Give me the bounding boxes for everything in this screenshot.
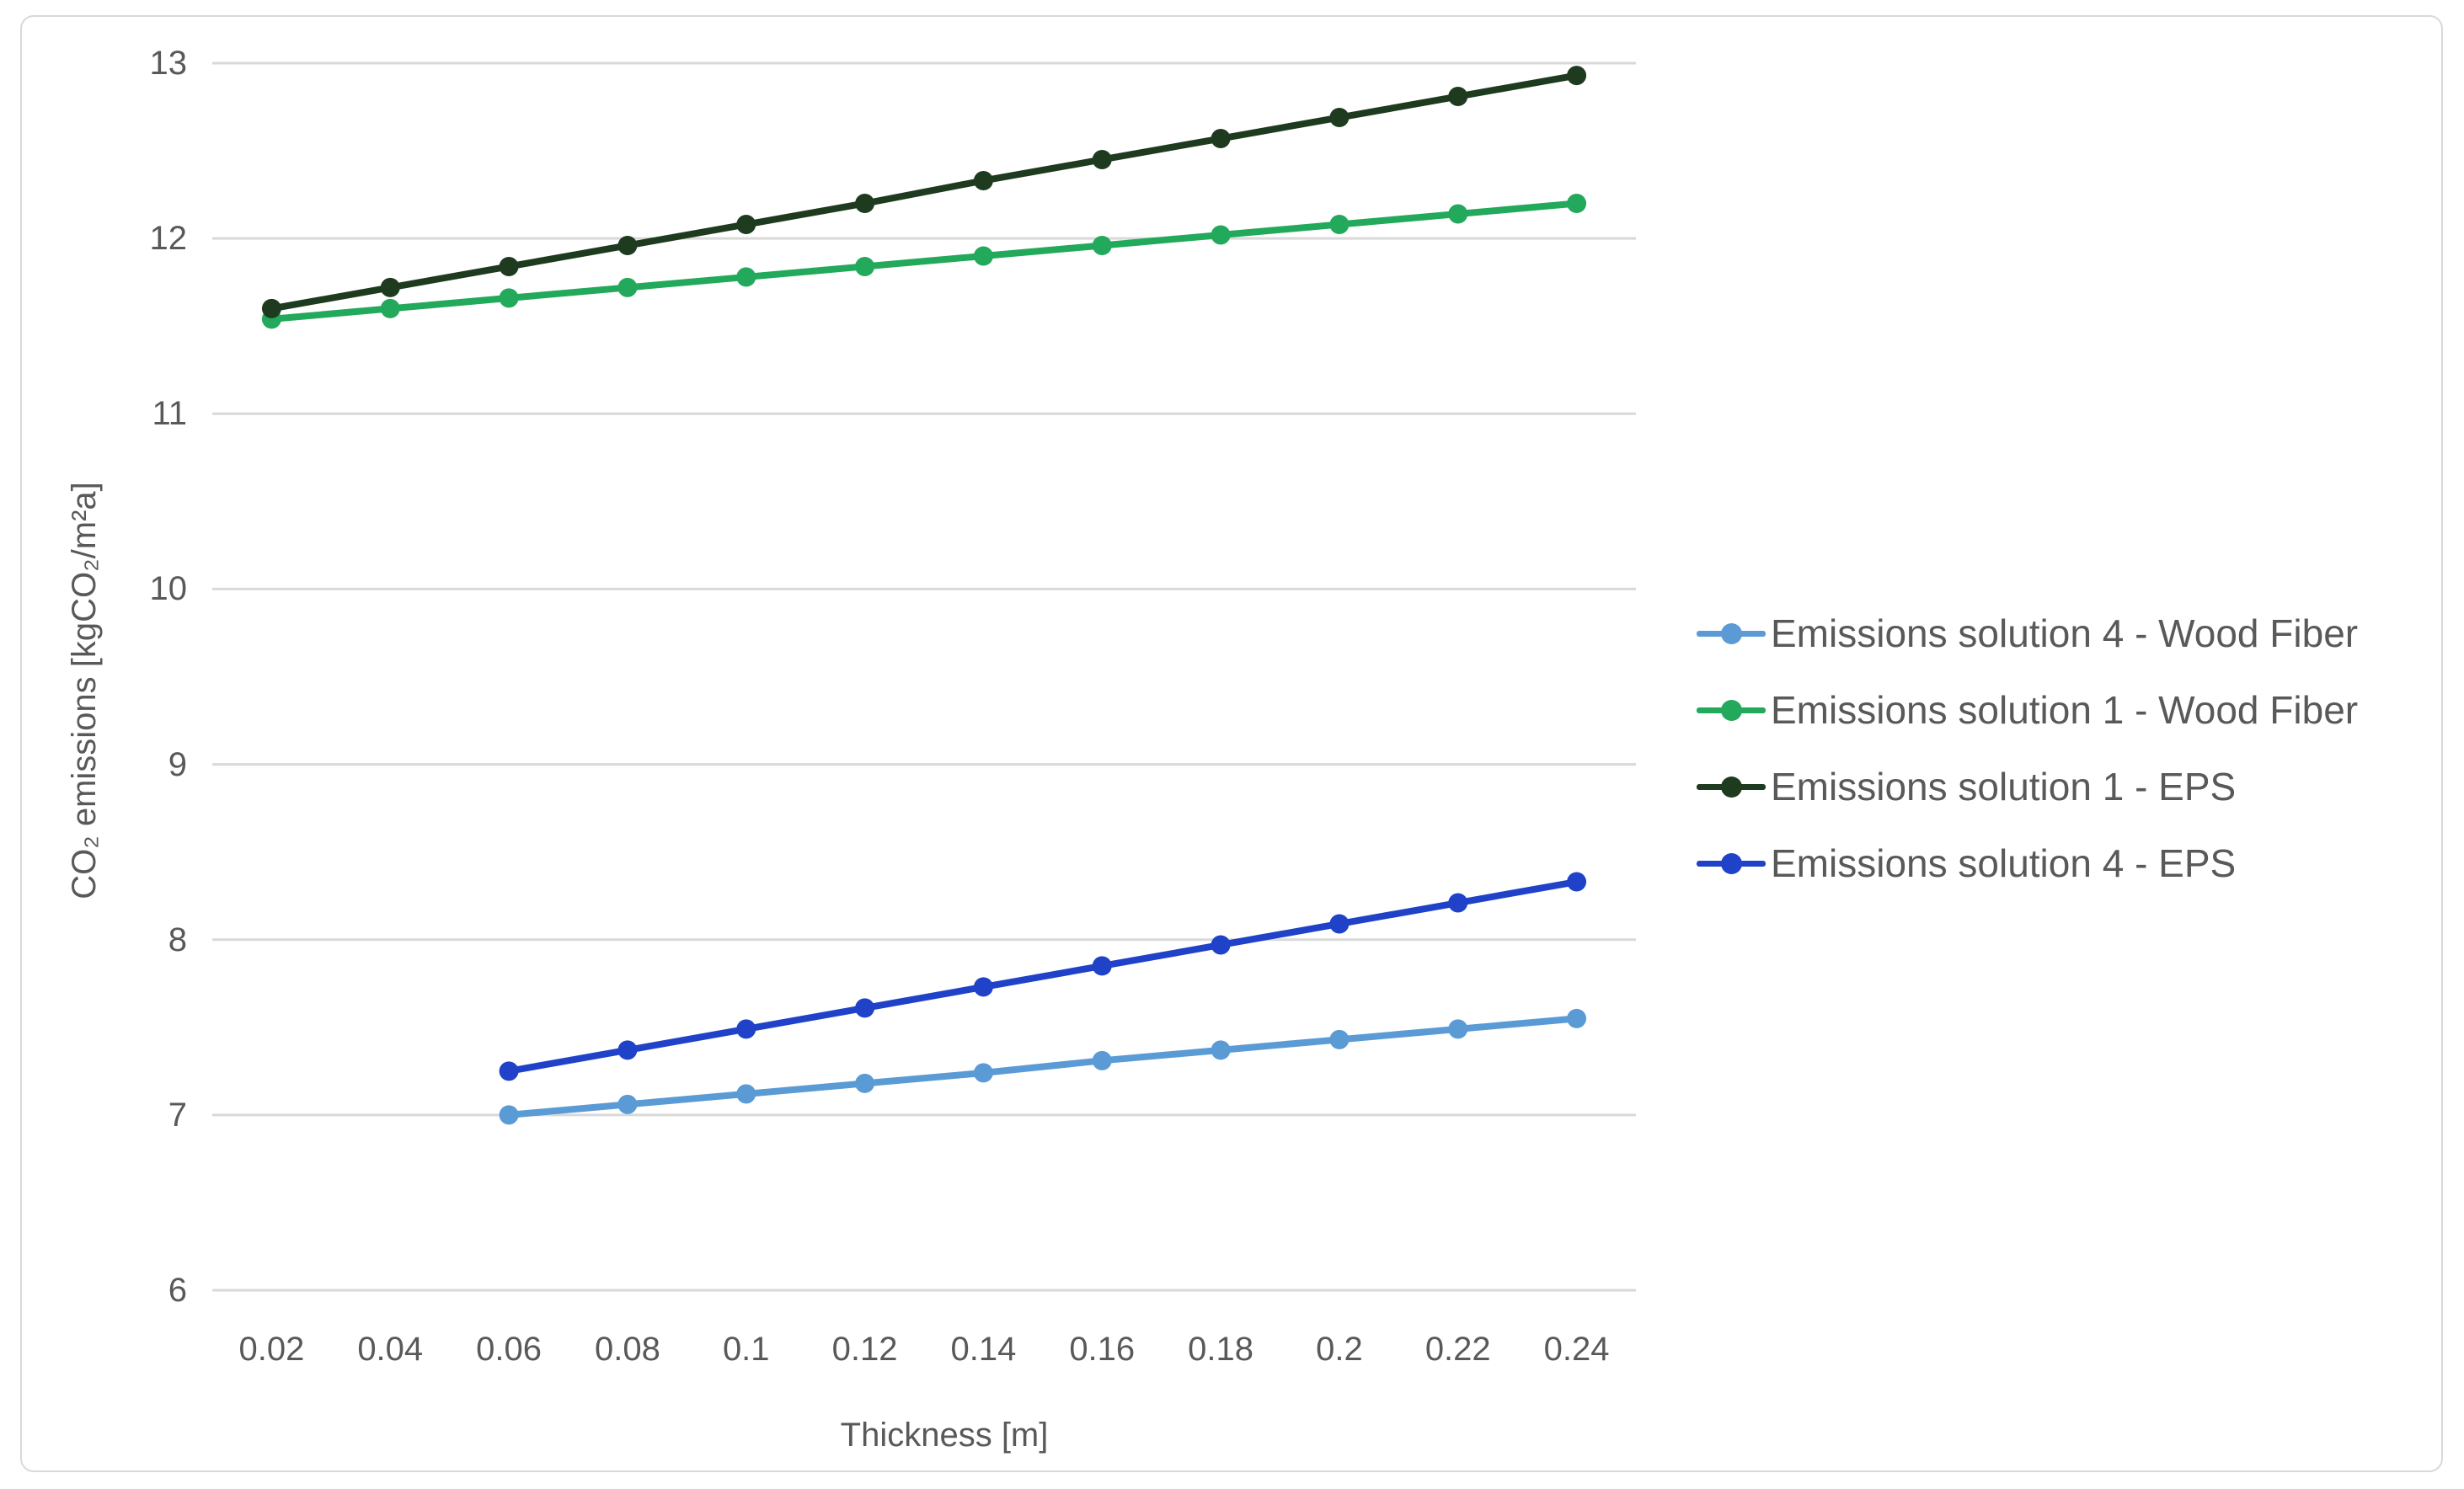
data-point [855, 256, 875, 276]
data-point [1092, 1050, 1112, 1070]
legend-item: Emissions solution 4 - Wood Fiber [1697, 608, 2358, 659]
data-point [1448, 893, 1468, 913]
y-tick-label: 7 [168, 1096, 187, 1134]
data-point [380, 298, 400, 318]
chart-figure: CO₂ emissions [kgCO₂/m²a] Thickness [m] … [20, 15, 2443, 1472]
x-tick-label: 0.08 [594, 1331, 660, 1368]
data-point [736, 267, 756, 287]
legend-dot [1721, 853, 1742, 874]
data-point [617, 235, 638, 255]
data-point [380, 277, 400, 297]
legend-item: Emissions solution 1 - EPS [1697, 761, 2236, 812]
y-axis-title: CO₂ emissions [kgCO₂/m²a] [66, 482, 103, 899]
data-point [617, 1094, 638, 1114]
x-tick-label: 0.06 [476, 1331, 542, 1368]
data-point [1211, 1040, 1231, 1060]
x-tick-label: 0.02 [238, 1331, 305, 1368]
data-point [1567, 194, 1587, 214]
data-point [499, 1061, 519, 1081]
data-point [1567, 1008, 1587, 1028]
y-tick-label: 6 [168, 1272, 187, 1309]
x-tick-label: 0.18 [1188, 1331, 1253, 1368]
data-point [736, 214, 756, 234]
legend-dot [1721, 700, 1742, 721]
legend-line-marker-icon [1697, 621, 1766, 646]
data-point [1329, 108, 1350, 128]
y-tick-label: 8 [168, 921, 187, 958]
data-point [1448, 1019, 1468, 1039]
legend-item: Emissions solution 4 - EPS [1697, 838, 2236, 889]
legend-label: Emissions solution 1 - EPS [1771, 765, 2237, 809]
legend-line-marker-icon [1697, 774, 1766, 799]
series-line-1 [268, 200, 1580, 323]
data-point [1567, 66, 1587, 86]
series-line-2 [268, 72, 1580, 312]
x-tick-label: 0.24 [1543, 1331, 1610, 1368]
data-point [1329, 914, 1350, 934]
data-point [1211, 129, 1231, 149]
x-tick-label: 0.12 [831, 1331, 898, 1368]
y-tick-label: 11 [152, 395, 187, 433]
data-point [1567, 872, 1587, 892]
y-tick-label: 10 [149, 570, 188, 608]
data-point [1092, 235, 1112, 255]
data-point [973, 170, 993, 190]
data-point [1329, 214, 1350, 234]
data-point [1211, 935, 1231, 955]
data-point [1448, 87, 1468, 107]
x-tick-label: 0.22 [1424, 1331, 1491, 1368]
data-point [617, 277, 638, 297]
y-tick-label: 9 [168, 745, 187, 783]
legend-label: Emissions solution 4 - EPS [1771, 841, 2237, 885]
data-point [855, 1073, 875, 1093]
x-axis-title: Thickness [m] [840, 1417, 1049, 1454]
y-tick-label: 13 [149, 45, 188, 82]
data-point [855, 194, 875, 214]
x-tick-label: 0.1 [722, 1331, 770, 1368]
data-point [973, 1063, 993, 1083]
data-point [617, 1040, 638, 1060]
data-point [1448, 204, 1468, 224]
plot-area [212, 61, 1636, 1292]
legend-line-marker-icon [1697, 697, 1766, 723]
series-line-3 [505, 878, 1580, 1075]
data-point [499, 288, 519, 308]
x-tick-label: 0.2 [1316, 1331, 1363, 1368]
legend-item: Emissions solution 1 - Wood Fiber [1697, 685, 2358, 735]
data-point [1092, 956, 1112, 976]
data-point [499, 1105, 519, 1125]
x-tick-label: 0.16 [1069, 1331, 1136, 1368]
data-point [973, 246, 993, 266]
series-line-0 [505, 1015, 1580, 1118]
legend-dot [1721, 623, 1742, 644]
x-tick-label: 0.14 [950, 1331, 1017, 1368]
data-point [1211, 225, 1231, 245]
data-point [736, 1019, 756, 1039]
x-tick-label: 0.04 [357, 1331, 424, 1368]
data-point [261, 298, 281, 318]
data-point [855, 998, 875, 1018]
legend-label: Emissions solution 4 - Wood Fiber [1771, 611, 2359, 655]
data-point [1092, 149, 1112, 169]
legend-dot [1721, 777, 1742, 798]
legend-label: Emissions solution 1 - Wood Fiber [1771, 688, 2359, 732]
data-point [499, 256, 519, 276]
data-point [736, 1084, 756, 1104]
data-point [973, 977, 993, 997]
data-point [1329, 1029, 1350, 1049]
y-tick-label: 12 [149, 220, 188, 258]
legend-line-marker-icon [1697, 851, 1766, 876]
